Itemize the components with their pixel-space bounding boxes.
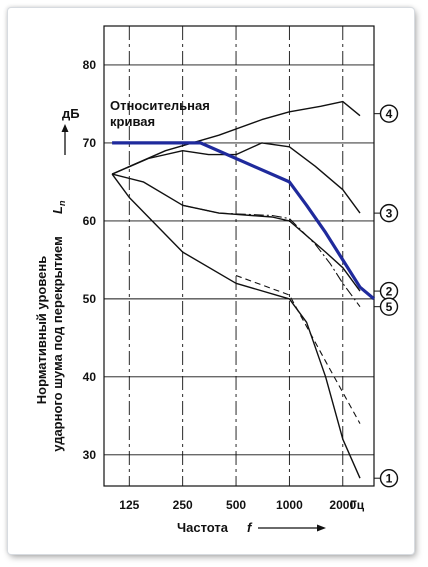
reference-label-line2: кривая	[110, 114, 155, 129]
tick-labels: 30 40 50 60 70 80 125 250 500 1000 2000	[83, 58, 357, 512]
series-line-3	[111, 142, 361, 214]
x-axis-arrowhead	[317, 524, 326, 532]
y-tick-label: 30	[83, 448, 97, 462]
y-tick-label: 80	[83, 58, 97, 72]
y-axis-arrowhead	[61, 124, 69, 132]
curve-marker-circle	[379, 104, 399, 123]
curve-marker-label: 4	[386, 107, 393, 121]
y-unit-label: дБ	[62, 106, 80, 121]
y-tick-label: 60	[83, 214, 97, 228]
y-axis-symbol-sub: n	[57, 200, 67, 206]
y-axis-symbol: Ln	[50, 200, 67, 214]
y-axis-title-line2: ударного шума под перекрытием	[50, 236, 65, 451]
x-axis-title: Частота	[177, 520, 229, 535]
curve-marker-circle	[379, 203, 399, 223]
x-tick-label: 2000	[329, 498, 356, 512]
curve-markers: 4 3 25 1	[374, 104, 399, 488]
x-unit-label: Гц	[350, 498, 365, 512]
chart-card	[8, 8, 414, 554]
x-tick-label: 125	[119, 498, 139, 512]
x-tick-label: 250	[173, 498, 193, 512]
curve-marker-label: 5	[386, 300, 393, 314]
curve-marker-circle	[379, 469, 399, 488]
plot-area	[103, 25, 375, 487]
series-layer	[111, 100, 376, 479]
y-axis-title-text: ударного шума под перекрытием	[50, 236, 65, 451]
x-axis-symbol: f	[247, 520, 253, 535]
y-tick-label: 50	[83, 292, 97, 306]
grid	[104, 26, 374, 486]
y-tick-label: 40	[83, 370, 97, 384]
curve-marker-label: 2	[386, 285, 393, 299]
series-line-1	[111, 173, 361, 479]
y-axis-title-line1: Нормативный уровень	[34, 256, 49, 405]
reference-curve-line	[112, 141, 376, 301]
series-line-5	[182, 204, 361, 308]
curve-marker-label: 3	[386, 207, 393, 221]
reference-label-line1: Относительная	[110, 98, 210, 113]
y-tick-label: 70	[83, 136, 97, 150]
curve-marker-label: 1	[386, 472, 393, 486]
x-tick-label: 1000	[276, 498, 303, 512]
x-tick-label: 500	[226, 498, 246, 512]
series-line-2	[111, 173, 361, 292]
series-line-dashed	[235, 274, 361, 424]
series-line-4	[111, 100, 361, 175]
curve-marker-circle	[379, 297, 399, 316]
